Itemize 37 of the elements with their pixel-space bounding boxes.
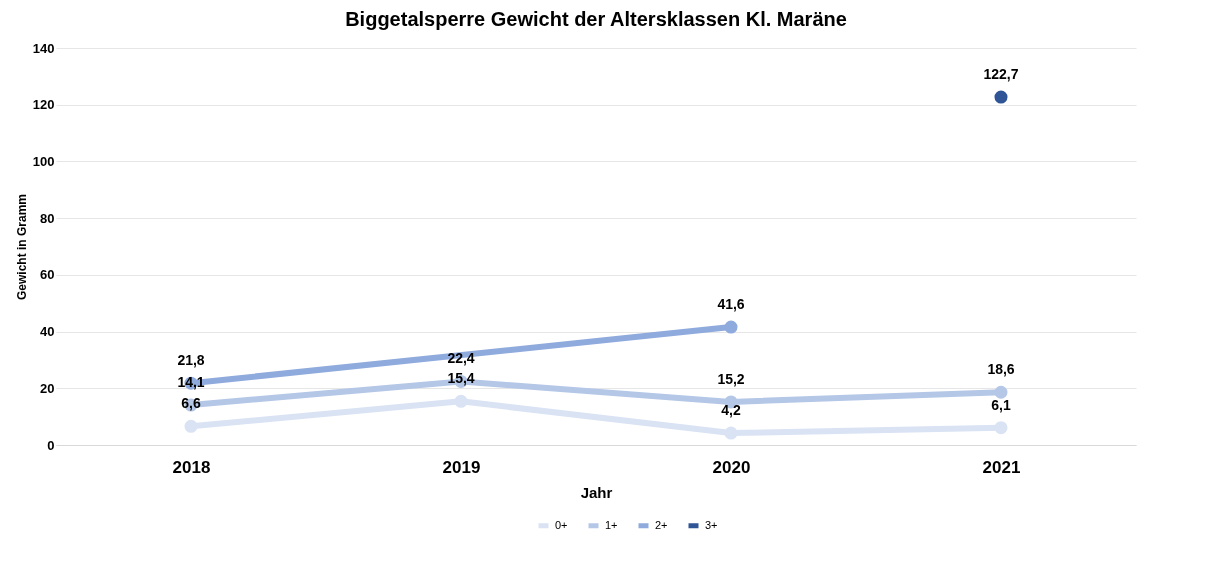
legend-label: 1+: [605, 518, 618, 531]
x-tick-label: 2018: [172, 457, 211, 477]
y-tick-label: 100: [32, 153, 55, 169]
y-tick-label: 60: [40, 267, 55, 283]
data-label: 21,8: [177, 352, 205, 369]
point: [724, 426, 738, 440]
data-label: 15,4: [447, 370, 475, 387]
y-tick-label: 140: [32, 40, 55, 56]
y-tick-label: 120: [32, 97, 55, 113]
data-label: 22,4: [447, 350, 475, 367]
data-label: 18,6: [987, 361, 1015, 378]
data-label: 14,1: [177, 374, 205, 391]
point: [994, 421, 1008, 435]
y-tick-label: 40: [40, 324, 55, 340]
point: [724, 320, 738, 334]
y-tick-label: 80: [40, 210, 55, 226]
chart-title: Biggetalsperre Gewicht der Altersklassen Kl. Maräne: [345, 8, 847, 30]
x-tick-label: 2020: [712, 457, 751, 477]
legend-label: 3+: [705, 518, 718, 531]
y-axis-title: Gewicht in Gramm: [14, 193, 29, 301]
data-label: 15,2: [717, 370, 745, 387]
x-tick-label: 2021: [982, 457, 1021, 477]
point: [184, 419, 198, 433]
data-label: 6,6: [181, 395, 201, 412]
y-tick-label: 0: [47, 437, 55, 453]
point: [994, 90, 1008, 104]
y-tick-label: 20: [40, 380, 55, 396]
data-label: 4,2: [721, 402, 741, 419]
data-label: 6,1: [991, 396, 1011, 413]
point: [454, 394, 468, 408]
data-label: 122,7: [983, 66, 1019, 83]
data-label: 41,6: [717, 296, 745, 313]
legend-label: 0+: [555, 518, 568, 531]
x-tick-label: 2019: [442, 457, 481, 477]
x-axis-title: Jahr: [580, 483, 613, 501]
point: [994, 385, 1008, 399]
legend-label: 2+: [655, 518, 668, 531]
